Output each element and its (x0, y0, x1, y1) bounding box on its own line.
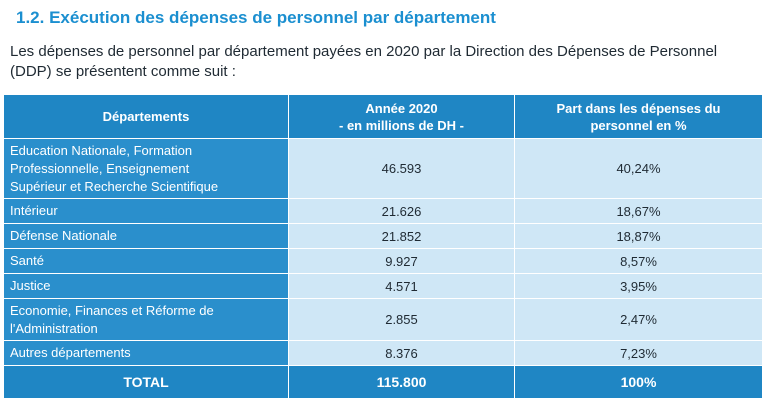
row-share: 7,23% (514, 340, 763, 366)
dept-line: Autres départements (10, 345, 131, 360)
header-year-2020: Année 2020 - en millions de DH - (288, 94, 515, 139)
total-share: 100% (514, 365, 763, 399)
dept-line: Santé (10, 253, 44, 268)
row-department: Santé (3, 248, 289, 274)
dept-line: Supérieur et Recherche Scientifique (10, 178, 219, 194)
table-header-row: Départements Année 2020 - en millions de… (3, 94, 763, 139)
row-share: 8,57% (514, 248, 763, 274)
row-share: 2,47% (514, 298, 763, 341)
header-share: Part dans les dépenses du personnel en % (514, 94, 763, 139)
row-share: 3,95% (514, 273, 763, 299)
dept-line: Education Nationale, Formation (10, 142, 193, 158)
total-amount: 115.800 (288, 365, 515, 399)
dept-line: Economie, Finances et Réforme de (10, 302, 214, 318)
row-amount: 21.626 (288, 198, 515, 224)
table-row: Défense Nationale 21.852 18,87% (3, 223, 763, 249)
row-department: Intérieur (3, 198, 289, 224)
dept-line: l'Administration (10, 320, 98, 336)
table-row: Economie, Finances et Réforme de l'Admin… (3, 298, 763, 341)
row-department: Education Nationale, Formation Professio… (3, 138, 289, 199)
dept-line: Défense Nationale (10, 228, 117, 243)
row-department: Autres départements (3, 340, 289, 366)
header-year-line1: Année 2020 (365, 100, 438, 116)
row-amount: 21.852 (288, 223, 515, 249)
row-amount: 2.855 (288, 298, 515, 341)
header-departments: Départements (3, 94, 289, 139)
row-amount: 8.376 (288, 340, 515, 366)
row-amount: 9.927 (288, 248, 515, 274)
table-row: Autres départements 8.376 7,23% (3, 340, 763, 366)
row-amount: 4.571 (288, 273, 515, 299)
header-year-line2: - en millions de DH - (339, 117, 464, 133)
total-row: TOTAL 115.800 100% (3, 365, 763, 399)
row-share: 18,67% (514, 198, 763, 224)
row-share: 18,87% (514, 223, 763, 249)
dept-line: Professionnelle, Enseignement (10, 160, 190, 176)
dept-line: Justice (10, 278, 51, 293)
table-row: Intérieur 21.626 18,67% (3, 198, 763, 224)
intro-paragraph: Les dépenses de personnel par départemen… (10, 43, 718, 80)
header-share-line1: Part dans les dépenses du (556, 100, 721, 116)
table-row: Justice 4.571 3,95% (3, 273, 763, 299)
row-department: Justice (3, 273, 289, 299)
row-amount: 46.593 (288, 138, 515, 199)
section-heading: 1.2. Exécution des dépenses de personnel… (16, 8, 496, 27)
row-department: Défense Nationale (3, 223, 289, 249)
header-share-line2: personnel en % (590, 117, 687, 133)
table-row: Santé 9.927 8,57% (3, 248, 763, 274)
row-share: 40,24% (514, 138, 763, 199)
dept-line: Intérieur (10, 203, 58, 218)
row-department: Economie, Finances et Réforme de l'Admin… (3, 298, 289, 341)
departments-expenses-table: Départements Année 2020 - en millions de… (3, 94, 763, 399)
table-row: Education Nationale, Formation Professio… (3, 138, 763, 199)
total-label: TOTAL (3, 365, 289, 399)
